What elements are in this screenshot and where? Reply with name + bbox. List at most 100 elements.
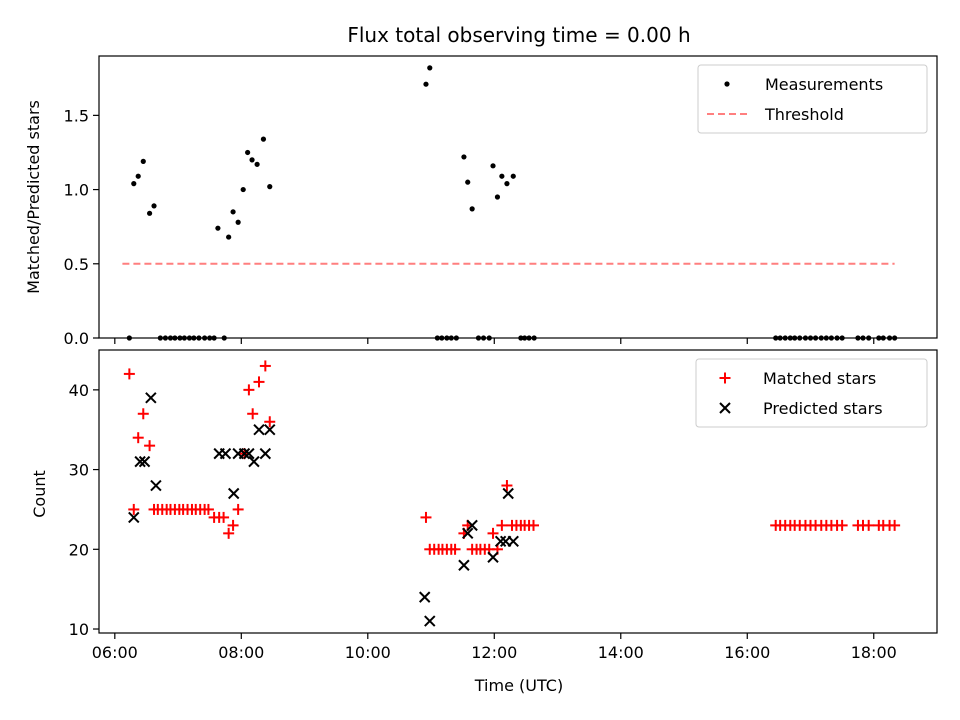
data-point-b (507, 535, 519, 548)
data-point (462, 527, 474, 540)
data-point (461, 154, 467, 160)
data-point-b (502, 487, 514, 500)
data-point (527, 519, 539, 531)
data-point (238, 447, 251, 460)
legend-frame (695, 358, 928, 428)
data-point (232, 503, 244, 515)
bottom-y-axis-title: Count (30, 470, 49, 518)
data-point (226, 234, 232, 240)
data-point-b (248, 455, 260, 468)
data-point (259, 360, 271, 372)
legend: Measurements Threshold (697, 64, 928, 134)
data-point-b (424, 615, 436, 627)
x-axis-title: Time (UTC) (474, 676, 563, 695)
x-tick-label: 14:00 (598, 643, 644, 662)
data-point (140, 158, 146, 164)
legend-item: Matched stars (719, 369, 876, 388)
data-point-b (238, 447, 251, 460)
data-point (150, 479, 162, 492)
top-y-axis-title: Matched/Predicted stars (24, 100, 43, 294)
data-point (253, 424, 265, 436)
data-point (227, 519, 239, 531)
data-point (458, 559, 470, 571)
data-point-b (419, 591, 431, 603)
data-point (137, 408, 149, 420)
data-point (494, 194, 501, 200)
data-point (249, 157, 255, 163)
data-point (223, 527, 235, 539)
data-point-b (259, 447, 272, 460)
y-tick-label: 1.5 (64, 106, 89, 125)
data-point (501, 480, 513, 492)
data-point (128, 511, 140, 524)
data-point (202, 503, 214, 515)
legend-label: Threshold (764, 105, 844, 124)
chart-title: Flux total observing time = 0.00 h (347, 23, 690, 47)
legend-swatch-b (719, 402, 731, 414)
legend-item: Threshold (707, 105, 844, 124)
data-point (487, 551, 499, 563)
data-point (235, 219, 241, 225)
bottom-panel: 06:00 08:00 10:00 12:00 14:00 16:00 18:00 10 20 3… (69, 349, 938, 662)
data-point-b (128, 511, 140, 524)
data-point-b (145, 392, 157, 404)
data-point (490, 163, 496, 169)
data-point (135, 173, 141, 179)
data-point (260, 136, 267, 142)
x-tick-label: 16:00 (724, 643, 770, 662)
data-point (487, 527, 499, 539)
data-point (131, 181, 137, 187)
legend-swatch (724, 81, 730, 87)
series-matched-stars (123, 360, 901, 555)
x-tick-label: 10:00 (345, 643, 391, 662)
y-tick-label: 10 (69, 620, 89, 639)
data-point (240, 186, 246, 193)
data-point (248, 455, 260, 468)
data-point (243, 447, 255, 460)
data-point-b (243, 447, 255, 460)
x-tick-label: 12:00 (471, 643, 517, 662)
data-point (504, 181, 510, 187)
data-point (499, 173, 505, 179)
data-point (215, 225, 221, 231)
data-point (496, 519, 508, 531)
plot-frame (98, 349, 938, 634)
data-point (247, 408, 259, 420)
data-point (243, 384, 255, 396)
plot-frame (98, 55, 938, 339)
x-tick-label: 18:00 (851, 643, 897, 662)
data-point (264, 416, 276, 428)
x-tick-label: 06:00 (92, 643, 138, 662)
data-point (144, 440, 156, 452)
data-point-b (462, 527, 474, 540)
data-point (427, 65, 433, 71)
y-tick-label: 1.0 (64, 181, 89, 200)
data-point-b (494, 535, 507, 548)
data-point (151, 203, 157, 209)
data-point (449, 543, 461, 555)
data-point (469, 206, 475, 212)
data-point (128, 503, 140, 515)
data-point (218, 511, 230, 523)
legend-label: Predicted stars (763, 399, 883, 418)
data-point (228, 487, 240, 500)
data-point (123, 368, 135, 380)
data-point (889, 519, 901, 531)
data-point (145, 392, 157, 404)
data-point-b (219, 447, 232, 460)
data-point (219, 447, 232, 460)
data-point (134, 455, 146, 468)
y-tick-label: 30 (69, 461, 89, 480)
data-point (494, 535, 507, 548)
data-point (507, 535, 519, 548)
data-point (259, 447, 272, 460)
data-point-b (138, 455, 151, 468)
data-point (138, 455, 151, 468)
data-point-b (487, 551, 499, 563)
data-point (419, 591, 431, 603)
data-point-b (264, 424, 276, 436)
y-tick-label: 40 (69, 381, 89, 400)
legend: Matched stars Predicted stars (695, 358, 928, 428)
series-predicted-stars (128, 392, 519, 627)
data-point (466, 519, 478, 532)
